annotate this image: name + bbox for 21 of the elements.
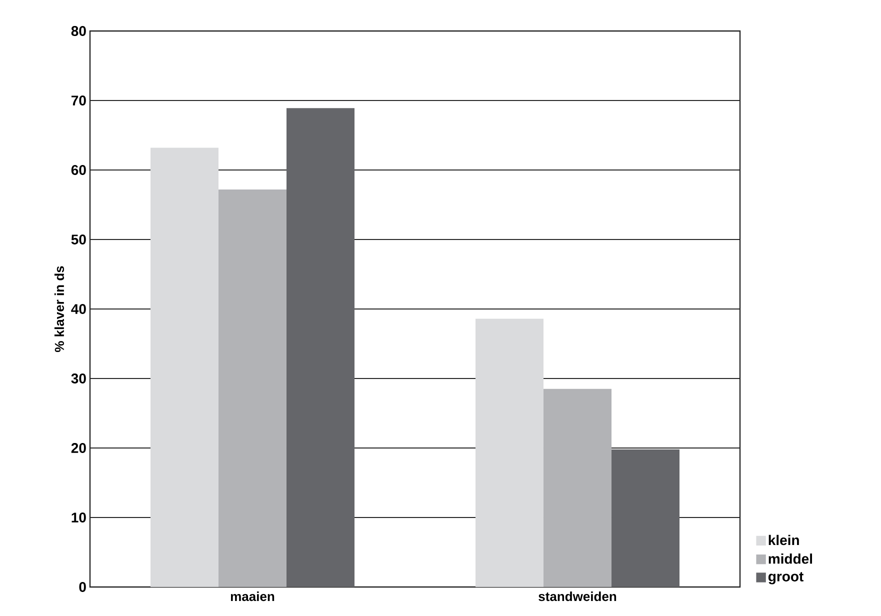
y-tick-label: 80 [71,26,86,36]
bar [286,108,355,587]
y-tick-label: 30 [71,374,86,384]
y-tick-label: 40 [71,304,86,314]
legend-label: klein [768,534,799,546]
bar [544,388,612,587]
bar [612,449,680,587]
legend-label: groot [768,572,804,584]
y-tick-label: 50 [71,234,86,244]
legend-label: middel [768,554,812,564]
y-tick-label: 10 [72,512,86,522]
y-tick-label: 70 [71,96,86,106]
x-tick-label: maaien [230,592,274,602]
y-tick-label: 20 [71,443,86,453]
y-tick-label: 60 [71,165,86,175]
y-tick-label: 0 [79,582,86,592]
bar [476,318,544,587]
bar [218,189,287,587]
bar [150,148,219,587]
y-axis-title: % klaver in ds [54,266,64,352]
x-tick-label: standweiden [538,592,616,602]
